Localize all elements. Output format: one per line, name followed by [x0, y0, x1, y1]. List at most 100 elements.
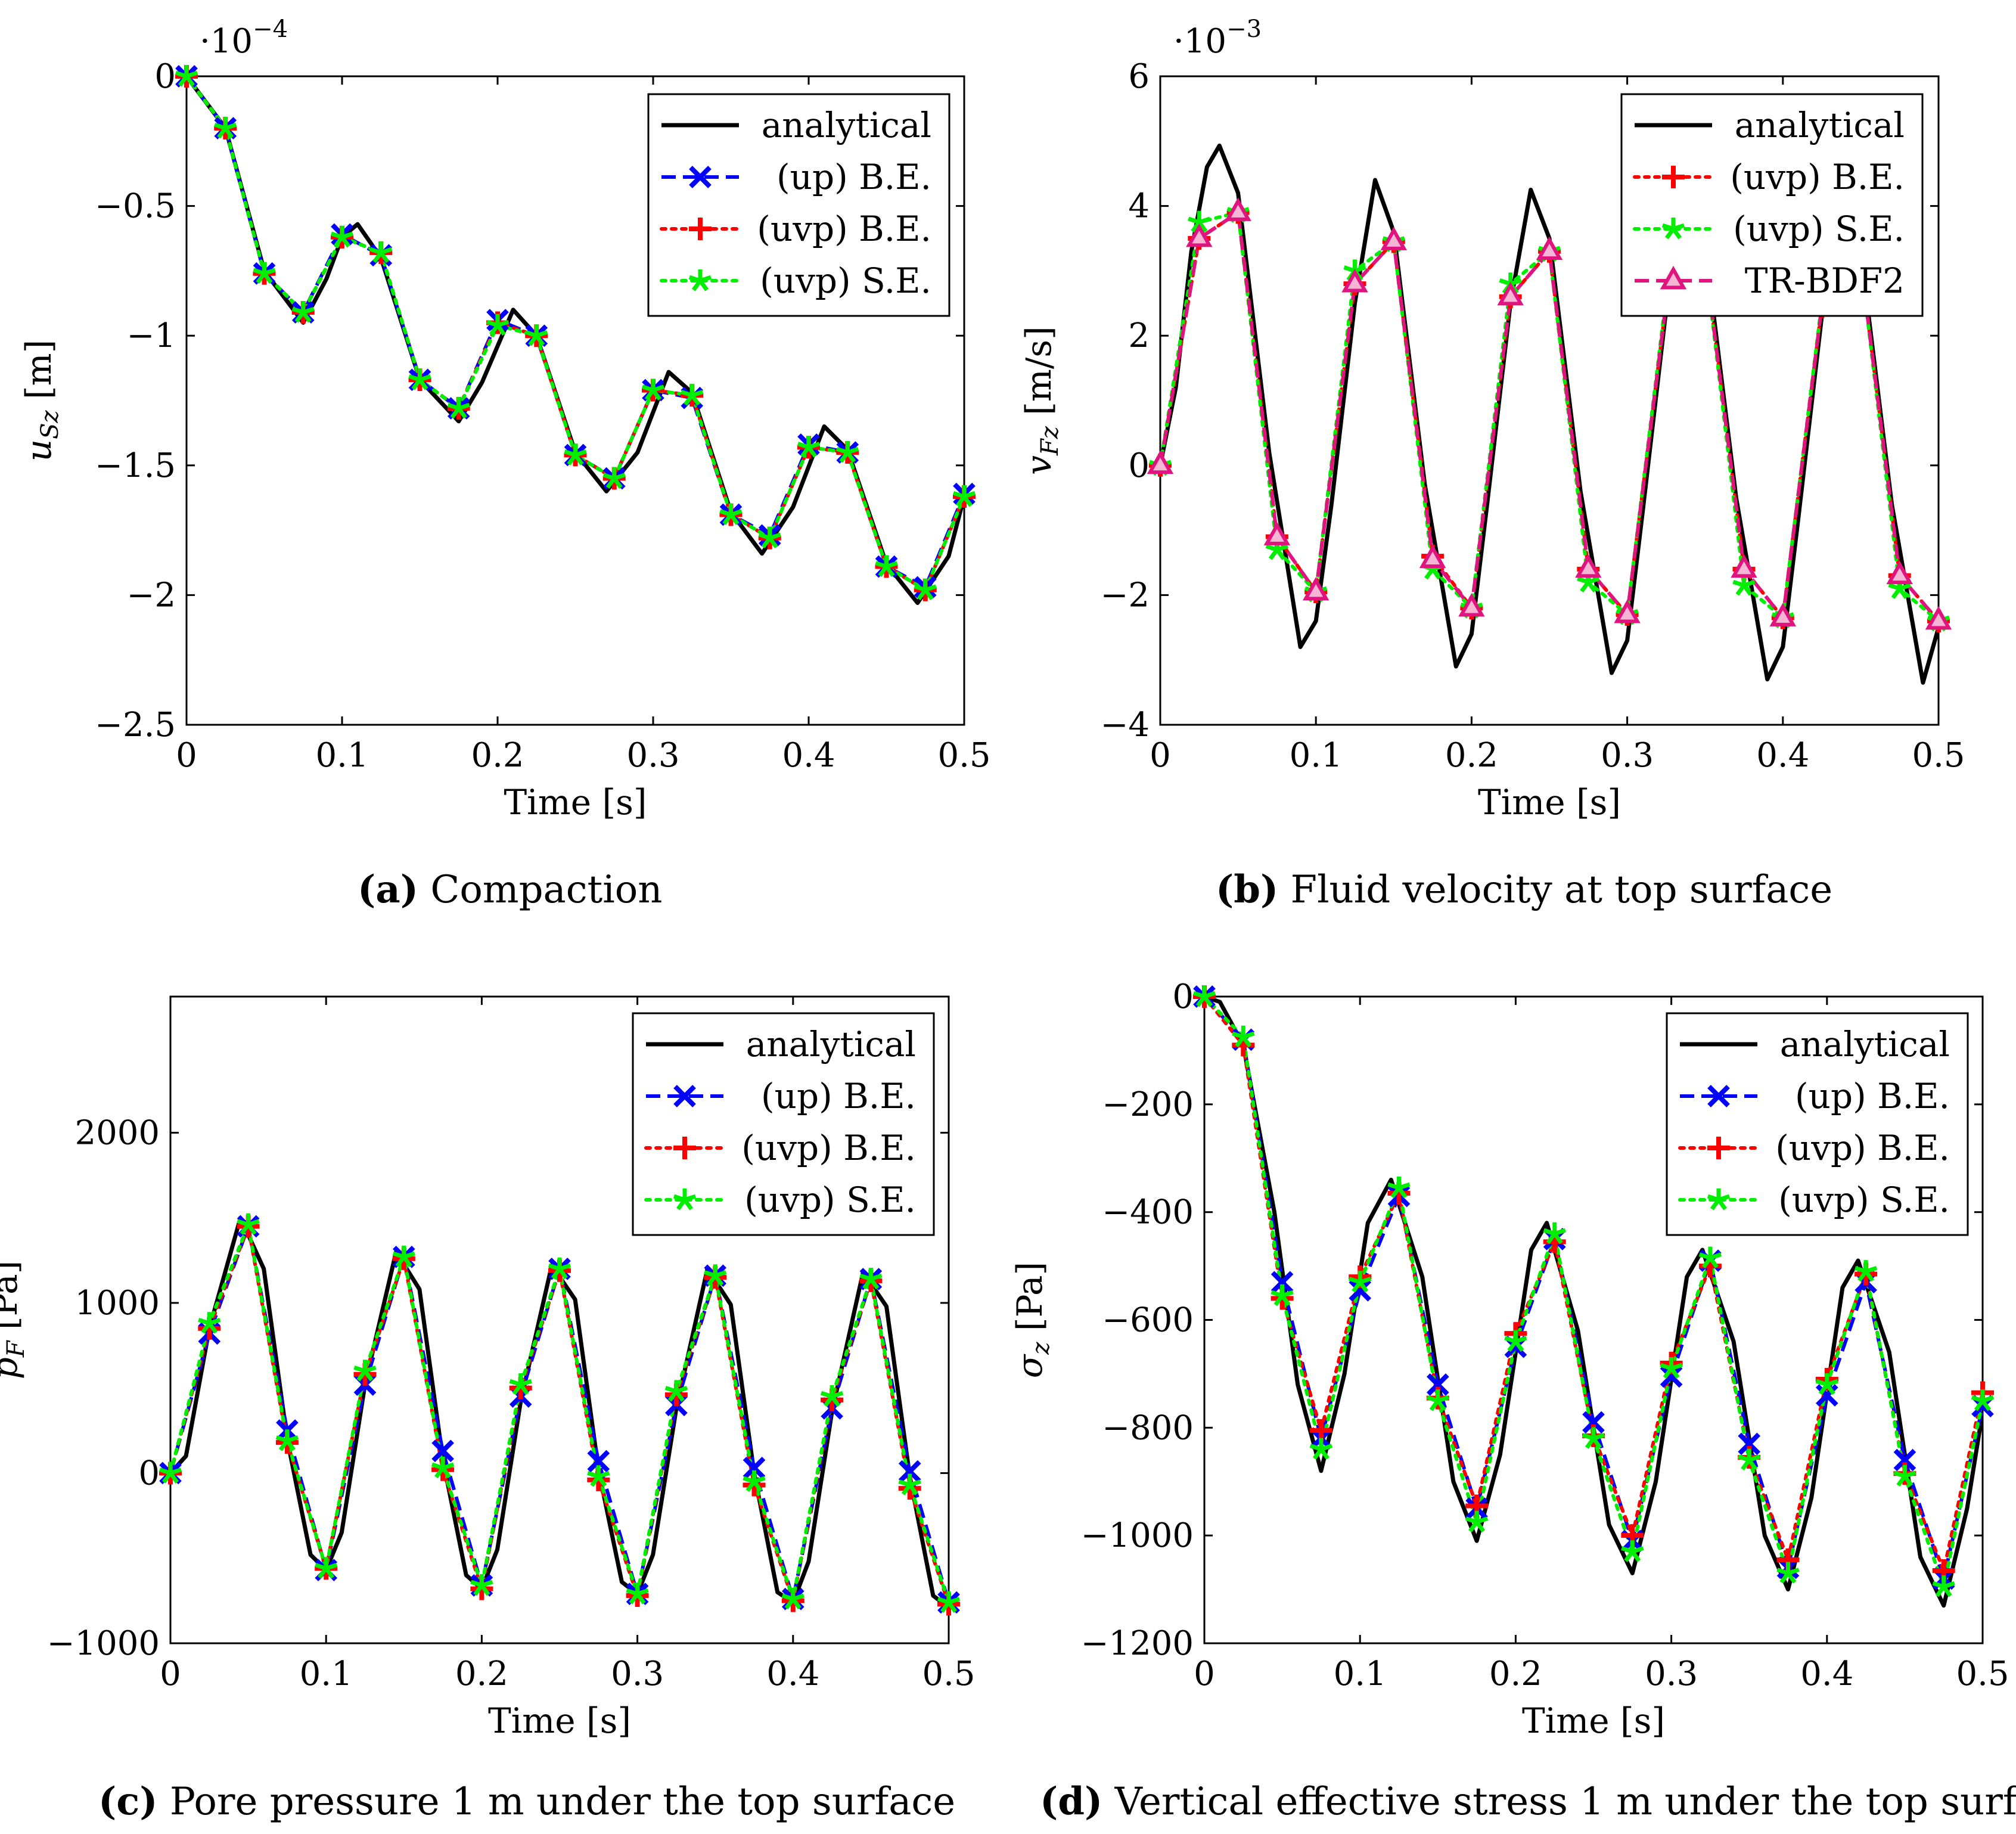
- x-tick-label: 0.5: [937, 736, 990, 775]
- x-tick-label: 0.4: [766, 1655, 819, 1693]
- data-point: [1232, 1025, 1255, 1048]
- y-tick-label: −0.5: [95, 187, 176, 226]
- data-point: [1738, 1432, 1761, 1456]
- y-tick-label: 6: [1128, 57, 1150, 96]
- legend-marker: [1662, 166, 1685, 188]
- legend-label: (up) B.E.: [761, 1076, 916, 1116]
- legend-marker: [673, 1188, 697, 1211]
- caption-b-label: (b): [1216, 867, 1279, 912]
- legend-label: (up) B.E.: [776, 157, 931, 197]
- data-point: [898, 1460, 921, 1483]
- data-point: [1349, 1278, 1372, 1302]
- data-point: [1349, 1271, 1372, 1293]
- data-point: [587, 1465, 610, 1487]
- data-point: [626, 1582, 649, 1605]
- data-point: [275, 1429, 299, 1451]
- data-point: [1893, 1448, 1916, 1472]
- legend-marker: [1660, 265, 1687, 290]
- data-point: [1660, 1365, 1683, 1388]
- data-point: [1731, 554, 1757, 578]
- legend-label: (uvp) S.E.: [744, 1180, 916, 1220]
- y-tick-label: −2.5: [95, 706, 176, 744]
- data-point: [859, 1268, 883, 1290]
- legend-label: analytical: [1780, 1024, 1950, 1065]
- legend-marker: [689, 218, 712, 240]
- y-axis-label: pF [Pa]: [0, 1261, 30, 1380]
- x-tick-label: 0.3: [1601, 736, 1654, 775]
- y-axis-label-unit: [Pa]: [0, 1261, 25, 1341]
- legend-marker: [1707, 1188, 1731, 1211]
- data-point: [175, 65, 198, 87]
- legend-label: (uvp) S.E.: [760, 260, 931, 301]
- data-point: [1732, 574, 1756, 596]
- data-point: [1614, 599, 1641, 623]
- exponent-base: ·10: [200, 22, 253, 61]
- data-point: [587, 1450, 610, 1473]
- data-point: [1815, 1373, 1838, 1395]
- data-point: [431, 1439, 454, 1463]
- caption-d-label: (d): [1040, 1779, 1103, 1824]
- legend-label: (uvp) B.E.: [757, 209, 931, 249]
- data-point: [797, 436, 821, 458]
- y-tick-label: −1000: [47, 1624, 160, 1663]
- data-point: [1147, 450, 1174, 474]
- y-tick-label: −1200: [1081, 1624, 1194, 1663]
- data-point: [1387, 1177, 1411, 1199]
- data-point: [1271, 1284, 1294, 1307]
- x-tick-label: 0.2: [1445, 736, 1498, 775]
- legend-label: analytical: [746, 1024, 916, 1065]
- data-point: [641, 378, 665, 401]
- data-point: [1621, 1540, 1644, 1562]
- x-tick-label: 0.2: [471, 736, 524, 775]
- data-point: [237, 1213, 260, 1236]
- data-point: [1854, 1260, 1878, 1282]
- x-axis-label: Time [s]: [1478, 782, 1621, 823]
- y-tick-label: −200: [1102, 1085, 1194, 1124]
- data-point: [914, 578, 937, 601]
- data-point: [1536, 236, 1563, 260]
- data-point: [1582, 1411, 1605, 1434]
- y-tick-label: −1.5: [95, 446, 176, 485]
- data-point: [719, 503, 743, 525]
- data-point: [952, 485, 976, 507]
- data-point: [1497, 281, 1524, 306]
- data-point: [353, 1360, 377, 1382]
- legend-marker: [689, 166, 712, 188]
- data-point: [1309, 1438, 1333, 1460]
- x-tick-label: 0.5: [1956, 1655, 2009, 1693]
- data-point: [836, 440, 859, 463]
- data-point: [525, 324, 548, 346]
- y-axis-label-subscript: F: [2, 1340, 30, 1358]
- chart-d: 0 0.1 0.2 0.3 0.4 0.5 −1200 −1000 −800 −600 −400 −2…: [1009, 977, 2009, 1741]
- data-point: [1186, 223, 1213, 247]
- data-point: [1575, 554, 1602, 578]
- y-axis-label-unit: [m/s]: [1018, 326, 1059, 426]
- legend-label: analytical: [762, 105, 931, 145]
- y-tick-label: −2: [1100, 576, 1150, 615]
- data-point: [486, 314, 510, 336]
- data-point: [1426, 1389, 1449, 1411]
- data-point: [330, 225, 354, 248]
- data-point: [781, 1587, 804, 1610]
- data-point: [548, 1257, 571, 1280]
- y-exponent-label: ·10−4: [200, 15, 288, 61]
- chart-a: 0 0.1 0.2 0.3 0.4 0.5 0 −0.5 −1 −1.5 −2 −2.5 ·10−4 Ti…: [18, 15, 991, 823]
- y-axis-label: vFz [m/s]: [1018, 326, 1064, 475]
- y-tick-label: 0: [138, 1454, 160, 1492]
- data-point: [1458, 593, 1485, 617]
- x-axis-label: Time [s]: [504, 782, 647, 823]
- y-axis-label-symbol: v: [1018, 455, 1059, 475]
- y-tick-label: −1: [126, 316, 176, 355]
- data-point: [447, 397, 470, 419]
- x-tick-label: 0.4: [782, 736, 835, 775]
- caption-a: (a) Compaction: [358, 867, 662, 912]
- legend: analytical (up) B.E. (uvp) B.E. (uvp) S.E.: [1666, 1012, 1969, 1236]
- caption-d-text: Vertical effective stress 1 m under the …: [1114, 1780, 2016, 1824]
- x-tick-label: 0.2: [1489, 1655, 1542, 1693]
- data-point: [1419, 544, 1446, 568]
- data-point: [743, 1470, 766, 1492]
- x-tick-label: 0: [160, 1655, 181, 1693]
- data-point: [1188, 210, 1211, 233]
